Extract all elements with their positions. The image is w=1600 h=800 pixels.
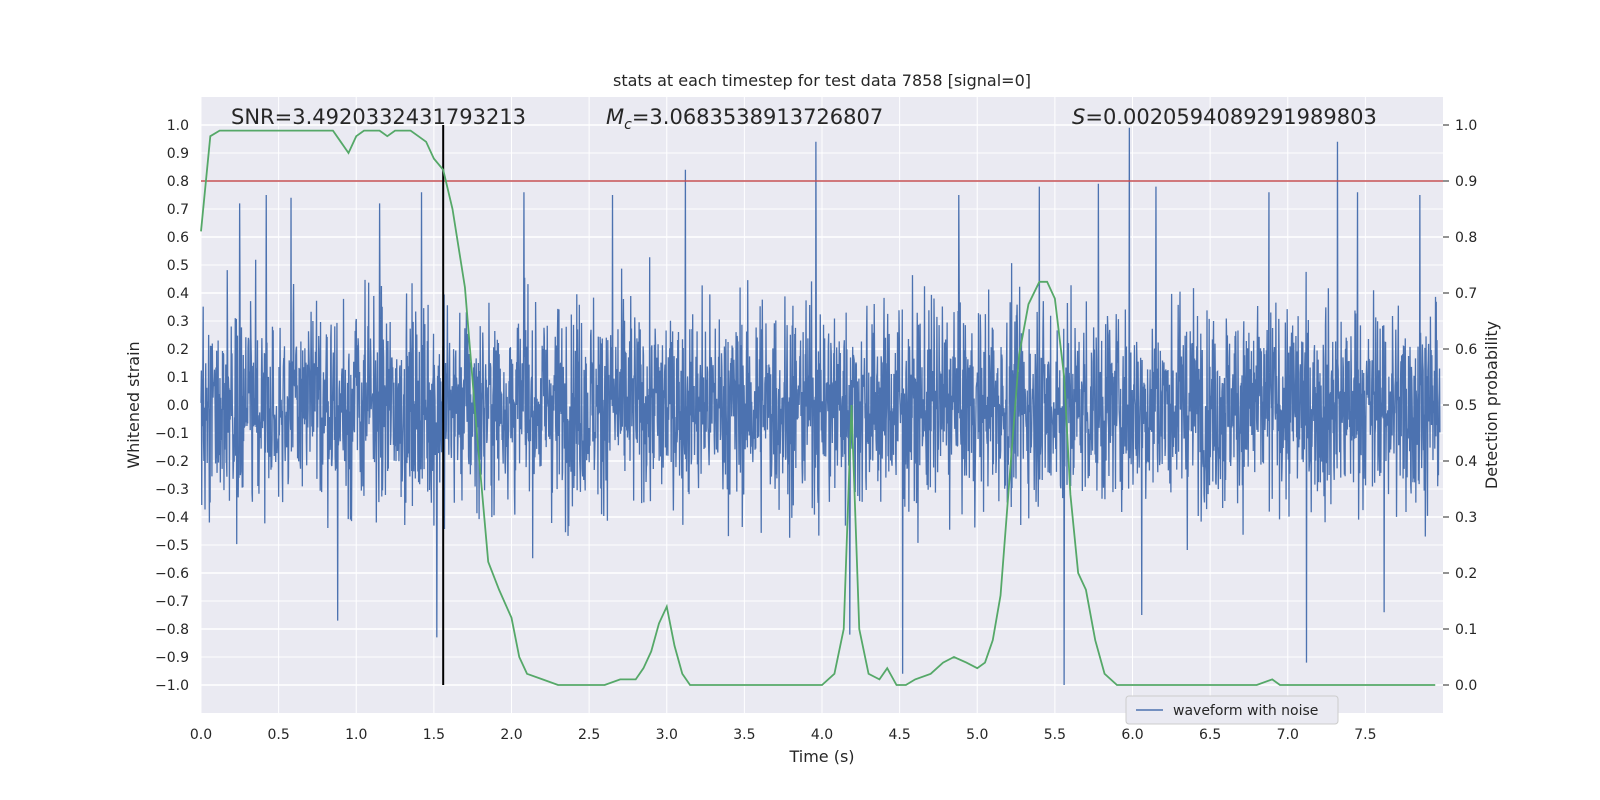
y-tick-label: 0.0 (167, 398, 189, 414)
x-tick-label: 4.0 (811, 727, 833, 743)
y-tick-label: −0.9 (155, 650, 189, 666)
x-tick-label: 1.5 (423, 727, 445, 743)
legend: waveform with noise (1125, 695, 1339, 725)
y-tick-label: −0.4 (155, 510, 189, 526)
y2-tick-label: 0.9 (1455, 174, 1477, 190)
x-tick-label: 6.5 (1199, 727, 1221, 743)
s-symbol: S (1072, 105, 1085, 129)
y-tick-label: 0.5 (167, 258, 189, 274)
y-tick-label: 0.1 (167, 370, 189, 386)
x-tick-label: 5.0 (966, 727, 988, 743)
overlay-lines (201, 125, 1443, 685)
x-tick-label: 4.5 (888, 727, 910, 743)
y2-tick-label: 0.1 (1455, 622, 1477, 638)
y-tick-label: 0.9 (167, 146, 189, 162)
x-tick-label: 2.5 (578, 727, 600, 743)
y2-tick-label: 0.7 (1455, 286, 1477, 302)
y2-tick-label: 0.8 (1455, 230, 1477, 246)
x-tick-label: 7.0 (1277, 727, 1299, 743)
x-tick-label: 2.0 (500, 727, 522, 743)
y2-tick-label: 0.0 (1455, 678, 1477, 694)
y-tick-label: −0.6 (155, 566, 189, 582)
y-tick-label: −0.3 (155, 482, 189, 498)
y-tick-label: 0.2 (167, 342, 189, 358)
x-tick-label: 3.0 (656, 727, 678, 743)
x-tick-label: 0.5 (267, 727, 289, 743)
y-tick-label: 0.6 (167, 230, 189, 246)
y-tick-label: 0.7 (167, 202, 189, 218)
y-tick-label: −0.7 (155, 594, 189, 610)
chirp-mass-subscript: c (624, 117, 632, 133)
detection-probability-series (200, 129, 1436, 686)
y2-tick-label: 0.2 (1455, 566, 1477, 582)
waveform-series (200, 127, 1441, 686)
legend-label: waveform with noise (1173, 703, 1318, 719)
y-tick-label: −0.1 (155, 426, 189, 442)
detection-probability-line (200, 129, 1436, 686)
x-tick-label: 6.0 (1121, 727, 1143, 743)
y2-tick-label: 0.5 (1455, 398, 1477, 414)
y-tick-label: −0.2 (155, 454, 189, 470)
y-tick-label: 0.8 (167, 174, 189, 190)
chart-title: stats at each timestep for test data 785… (613, 71, 1031, 90)
y-tick-label: 0.3 (167, 314, 189, 330)
waveform-line (200, 127, 1441, 686)
x-tick-label: 3.5 (733, 727, 755, 743)
snr-annotation: SNR=3.4920332431793213 (231, 105, 526, 129)
x-tick-label: 7.5 (1354, 727, 1376, 743)
chirp-mass-annotation: Mc=3.0683538913726807 (606, 105, 883, 133)
x-axis-label: Time (s) (788, 747, 854, 766)
y2-tick-label: 0.4 (1455, 454, 1477, 470)
s-annotation: S=0.0020594089291989803 (1072, 105, 1377, 129)
s-value: =0.0020594089291989803 (1085, 105, 1377, 129)
chirp-mass-value: =3.0683538913726807 (632, 105, 883, 129)
y2-tick-label: 0.3 (1455, 510, 1477, 526)
x-tick-labels: 0.0 0.5 1.0 1.5 2.0 2.5 3.0 3.5 4.0 4.5 5.0 5.5 6.0 6… (190, 727, 1377, 743)
left-y-tick-labels: 1.0 0.9 0.8 0.7 0.6 0.5 0.4 0.3 0.2 0.1 0.0 −0.1 −0.… (155, 118, 189, 694)
x-tick-label: 5.5 (1044, 727, 1066, 743)
legend-box (1125, 695, 1339, 725)
y-tick-label: −1.0 (155, 678, 189, 694)
y-tick-label: −0.5 (155, 538, 189, 554)
y2-tick-label: 1.0 (1455, 118, 1477, 134)
x-tick-label: 0.0 (190, 727, 212, 743)
right-y-tick-labels: 1.0 0.9 0.8 0.7 0.6 0.5 0.4 0.3 0.2 0.1 0.0 (1443, 118, 1477, 694)
x-tick-label: 1.0 (345, 727, 367, 743)
y-tick-label: 1.0 (167, 118, 189, 134)
y-tick-label: −0.8 (155, 622, 189, 638)
y-axis-label: Whitened strain (124, 341, 143, 468)
chirp-mass-symbol: M (606, 105, 624, 129)
y2-axis-label: Detection probability (1482, 321, 1501, 489)
y2-tick-label: 0.6 (1455, 342, 1477, 358)
y-tick-label: 0.4 (167, 286, 189, 302)
